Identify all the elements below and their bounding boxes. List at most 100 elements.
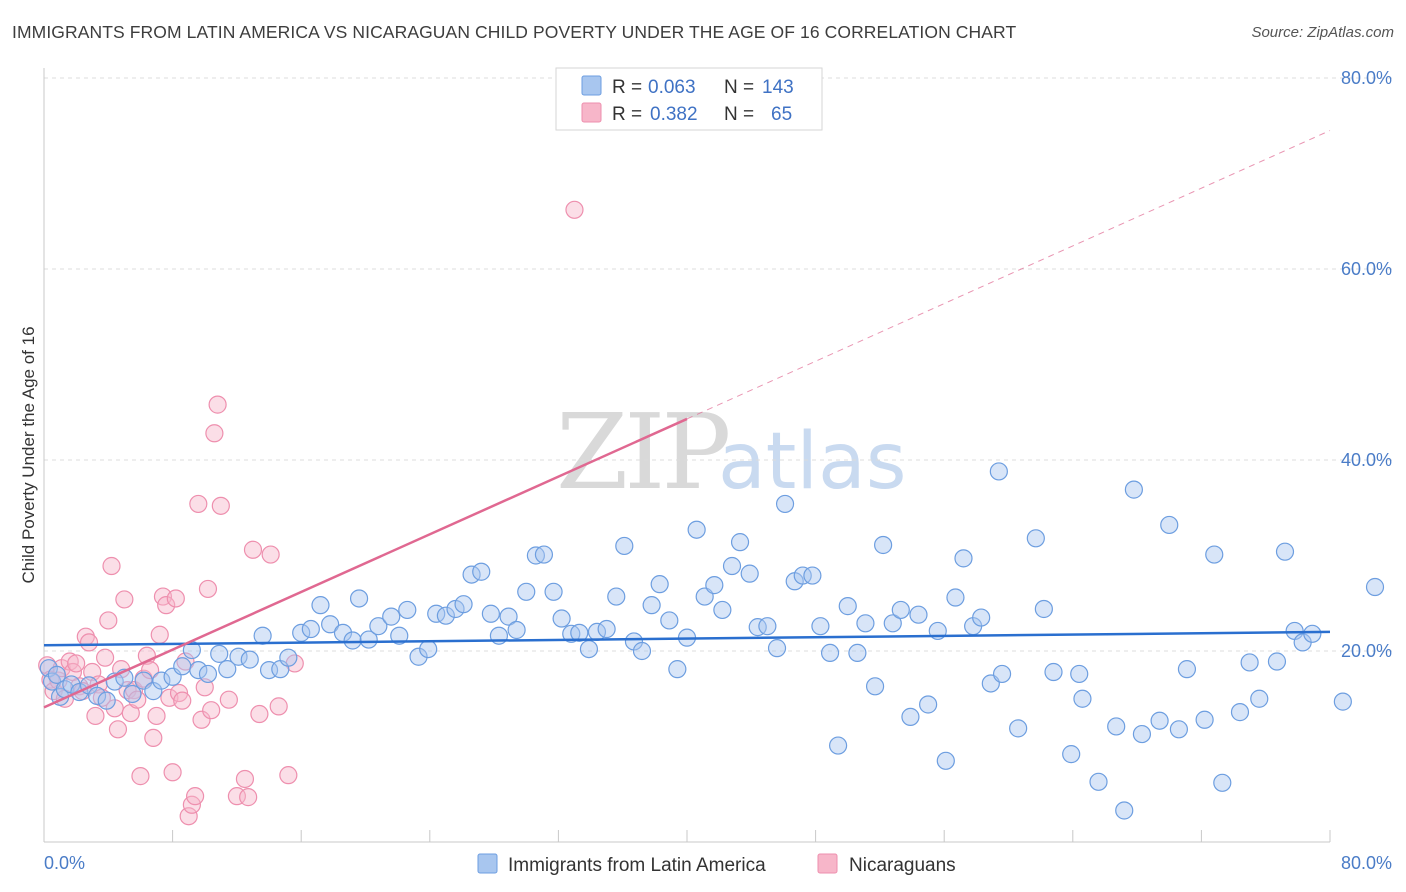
trend-line-nicaraguans-extension xyxy=(686,130,1331,420)
data-point-nicaraguans xyxy=(565,200,584,219)
data-point-immigrants xyxy=(865,677,885,696)
data-point-immigrants xyxy=(1132,724,1152,744)
data-point-immigrants xyxy=(1009,719,1028,738)
data-point-nicaraguans xyxy=(235,769,255,789)
data-point-immigrants xyxy=(382,607,401,626)
watermark-atlas: atlas xyxy=(718,417,907,507)
data-point-immigrants xyxy=(946,588,965,607)
legend-r-value-pink: 0.382 xyxy=(650,104,698,125)
data-point-immigrants xyxy=(359,630,378,649)
data-point-nicaraguans xyxy=(128,690,147,709)
data-point-nicaraguans xyxy=(219,690,238,709)
bottom-legend-swatch-pink xyxy=(817,853,838,874)
data-point-nicaraguans xyxy=(163,763,182,782)
data-point-nicaraguans xyxy=(189,494,208,514)
data-point-immigrants xyxy=(240,650,259,669)
data-point-immigrants xyxy=(507,620,526,640)
data-point-nicaraguans xyxy=(115,590,134,609)
data-point-immigrants xyxy=(1073,689,1092,708)
data-point-nicaraguans xyxy=(179,807,198,826)
legend-n-label-pink: N = xyxy=(724,104,754,125)
data-point-immigrants xyxy=(369,617,388,636)
legend-swatch-pink xyxy=(581,102,602,123)
data-point-immigrants xyxy=(218,660,237,679)
data-point-immigrants xyxy=(210,644,229,663)
data-point-immigrants xyxy=(1195,710,1214,729)
trend-line-nicaraguans xyxy=(43,417,688,709)
data-point-immigrants xyxy=(1107,717,1126,736)
data-point-immigrants xyxy=(936,751,955,770)
data-point-immigrants xyxy=(848,643,867,663)
data-point-immigrants xyxy=(1250,689,1269,708)
data-point-immigrants xyxy=(552,609,571,628)
data-point-nicaraguans xyxy=(192,710,211,729)
bottom-legend-label-pink: Nicaraguans xyxy=(849,855,956,876)
data-point-immigrants xyxy=(534,545,554,564)
data-point-immigrants xyxy=(472,562,491,581)
x-tick-label-min: 0.0% xyxy=(44,853,85,873)
data-point-immigrants xyxy=(579,639,599,659)
y-tick-label: 80.0% xyxy=(1341,68,1392,88)
data-point-nicaraguans xyxy=(38,656,57,675)
data-point-immigrants xyxy=(253,626,272,645)
data-point-immigrants xyxy=(1150,711,1169,730)
data-point-immigrants xyxy=(279,648,298,667)
data-point-nicaraguans xyxy=(150,625,169,644)
data-point-immigrants xyxy=(481,604,500,623)
chart-title: IMMIGRANTS FROM LATIN AMERICA VS NICARAG… xyxy=(12,22,1017,42)
data-point-nicaraguans xyxy=(67,654,86,673)
data-point-immigrants xyxy=(454,595,473,614)
data-point-immigrants xyxy=(803,566,822,585)
data-point-immigrants xyxy=(1213,773,1232,792)
legend-r-value-blue: 0.063 xyxy=(648,77,696,98)
y-axis-label: Child Poverty Under the Age of 16 xyxy=(19,326,38,583)
data-point-immigrants xyxy=(343,631,362,650)
data-point-immigrants xyxy=(1026,529,1045,548)
data-point-immigrants xyxy=(1205,545,1224,564)
data-point-immigrants xyxy=(1240,653,1259,672)
legend-n-value-pink: 65 xyxy=(771,104,792,125)
data-point-immigrants xyxy=(874,535,893,555)
data-point-immigrants xyxy=(1070,664,1089,684)
data-point-immigrants xyxy=(989,462,1008,481)
data-point-immigrants xyxy=(954,549,973,568)
data-point-immigrants xyxy=(311,596,330,615)
data-point-immigrants xyxy=(47,665,66,684)
data-point-immigrants xyxy=(811,617,830,636)
data-point-nicaraguans xyxy=(198,579,218,599)
data-point-nicaraguans xyxy=(102,556,121,576)
data-point-nicaraguans xyxy=(195,678,214,697)
data-point-nicaraguans xyxy=(243,540,263,559)
data-point-immigrants xyxy=(1160,515,1179,535)
data-point-immigrants xyxy=(883,614,902,633)
data-point-immigrants xyxy=(1034,599,1053,619)
data-point-immigrants xyxy=(687,520,706,539)
data-point-nicaraguans xyxy=(202,701,221,720)
data-point-immigrants xyxy=(409,647,428,666)
data-point-immigrants xyxy=(1062,745,1081,764)
data-point-immigrants xyxy=(597,619,616,639)
data-point-immigrants xyxy=(722,556,742,576)
data-point-nicaraguans xyxy=(95,648,115,667)
data-point-nicaraguans xyxy=(86,706,105,726)
data-point-nicaraguans xyxy=(60,652,79,671)
data-point-immigrants xyxy=(730,533,750,552)
data-point-nicaraguans xyxy=(147,706,166,726)
bottom-legend-swatch-blue xyxy=(477,853,498,874)
data-point-immigrants xyxy=(838,597,857,616)
legend-n-label-blue: N = xyxy=(724,77,754,98)
legend-r-label-blue: R = xyxy=(612,77,642,98)
data-point-immigrants xyxy=(668,660,687,679)
data-point-nicaraguans xyxy=(211,496,230,515)
data-point-immigrants xyxy=(1303,624,1322,643)
bottom-legend-label-blue: Immigrants from Latin America xyxy=(508,855,766,876)
data-point-nicaraguans xyxy=(157,596,176,615)
data-point-immigrants xyxy=(97,691,116,710)
data-point-nicaraguans xyxy=(144,728,163,748)
data-point-nicaraguans xyxy=(239,788,258,807)
data-point-nicaraguans xyxy=(140,660,160,680)
data-point-immigrants xyxy=(972,608,991,627)
data-point-nicaraguans xyxy=(131,767,150,786)
data-point-immigrants xyxy=(748,618,767,637)
